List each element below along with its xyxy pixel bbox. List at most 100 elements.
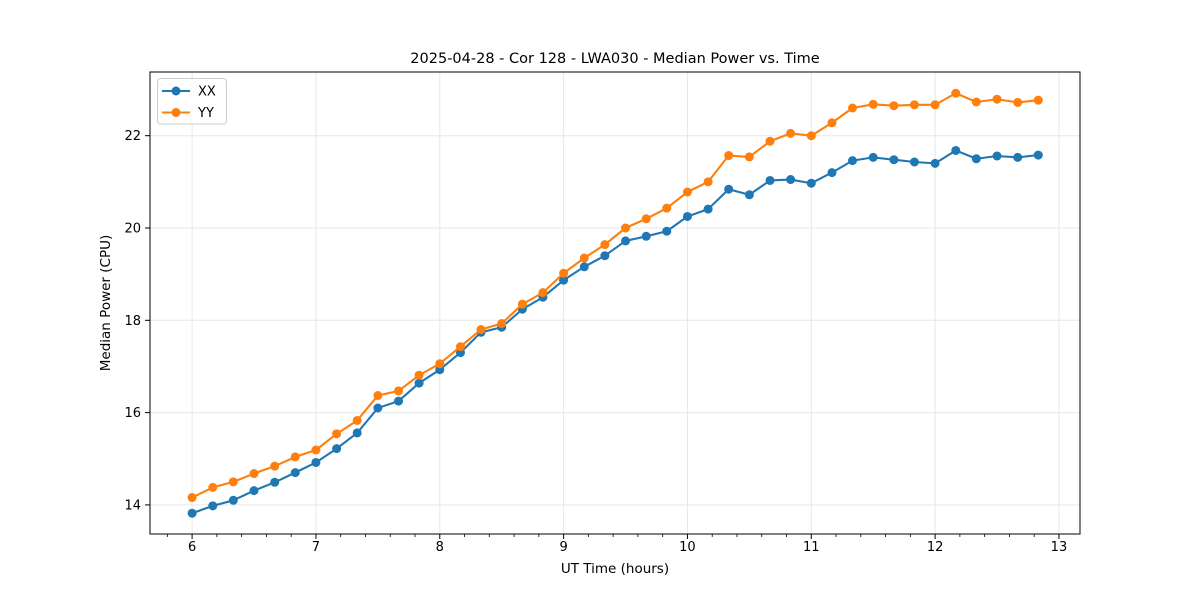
data-point[interactable] [373, 391, 383, 401]
data-point[interactable] [311, 457, 321, 467]
data-point[interactable] [579, 262, 589, 272]
data-point[interactable] [744, 152, 754, 162]
data-point[interactable] [786, 175, 796, 185]
legend-label: YY [197, 106, 214, 121]
data-point[interactable] [992, 151, 1002, 161]
axis-ticks [145, 135, 1060, 539]
data-point[interactable] [455, 342, 465, 352]
data-point[interactable] [394, 396, 404, 406]
data-point[interactable] [249, 469, 259, 479]
data-series [187, 88, 1043, 518]
data-point[interactable] [682, 187, 692, 197]
x-tick-label: 9 [559, 540, 567, 555]
data-point[interactable] [208, 482, 218, 492]
data-point[interactable] [868, 99, 878, 109]
data-point[interactable] [476, 325, 486, 335]
data-point[interactable] [786, 128, 796, 138]
data-point[interactable] [228, 495, 238, 505]
data-point[interactable] [951, 88, 961, 98]
legend[interactable]: XX YY [157, 78, 227, 125]
data-point[interactable] [332, 429, 342, 439]
data-point[interactable] [600, 240, 610, 250]
data-point[interactable] [703, 177, 713, 187]
x-axis-label: UT Time (hours) [561, 561, 669, 577]
data-point[interactable] [971, 154, 981, 164]
data-point[interactable] [909, 100, 919, 110]
data-point[interactable] [703, 204, 713, 214]
plot-area [150, 72, 1080, 534]
axes-frame [149, 71, 1081, 535]
data-point[interactable] [662, 226, 672, 236]
data-point[interactable] [414, 378, 424, 388]
data-point[interactable] [394, 386, 404, 396]
data-point[interactable] [290, 468, 300, 478]
data-point[interactable] [806, 131, 816, 141]
data-point[interactable] [352, 415, 362, 425]
data-point[interactable] [1013, 97, 1023, 107]
data-point[interactable] [559, 268, 569, 278]
data-point[interactable] [806, 178, 816, 188]
data-point[interactable] [332, 444, 342, 454]
data-point[interactable] [889, 155, 899, 165]
data-point[interactable] [971, 97, 981, 107]
data-point[interactable] [373, 403, 383, 413]
gridlines [150, 72, 1080, 534]
x-tick-label: 11 [803, 540, 820, 555]
data-point[interactable] [517, 299, 527, 309]
data-point[interactable] [641, 231, 651, 241]
data-point[interactable] [744, 190, 754, 200]
y-tick-label: 16 [124, 406, 141, 421]
data-point[interactable] [270, 461, 280, 471]
x-tick-label: 8 [436, 540, 444, 555]
data-point[interactable] [662, 203, 672, 213]
data-point[interactable] [352, 428, 362, 438]
data-point[interactable] [827, 118, 837, 128]
data-point[interactable] [621, 223, 631, 233]
data-point[interactable] [1033, 150, 1043, 160]
data-point[interactable] [311, 445, 321, 455]
data-point[interactable] [930, 100, 940, 110]
data-point[interactable] [290, 452, 300, 462]
data-point[interactable] [724, 184, 734, 194]
data-point[interactable] [579, 253, 589, 263]
data-point[interactable] [992, 94, 1002, 104]
data-point[interactable] [827, 168, 837, 178]
data-point[interactable] [848, 103, 858, 113]
data-point[interactable] [249, 486, 259, 496]
legend-entry-xx[interactable]: XX [162, 85, 216, 100]
data-point[interactable] [909, 157, 919, 167]
data-point[interactable] [765, 136, 775, 146]
data-point[interactable] [228, 477, 238, 487]
data-point[interactable] [621, 236, 631, 246]
data-point[interactable] [641, 214, 651, 224]
data-point[interactable] [724, 151, 734, 161]
x-tick-label: 10 [679, 540, 696, 555]
data-point[interactable] [435, 359, 445, 369]
data-point[interactable] [868, 152, 878, 162]
data-point[interactable] [930, 158, 940, 168]
data-point[interactable] [682, 211, 692, 221]
legend-marker [171, 108, 181, 117]
x-tick-label: 7 [312, 540, 320, 555]
data-point[interactable] [1013, 152, 1023, 162]
data-point[interactable] [270, 477, 280, 487]
data-point[interactable] [208, 501, 218, 511]
data-point[interactable] [187, 493, 197, 503]
data-point[interactable] [600, 251, 610, 261]
data-point[interactable] [1033, 95, 1043, 105]
data-point[interactable] [765, 175, 775, 185]
data-point[interactable] [187, 508, 197, 518]
y-axis-label: Median Power (CPU) [98, 235, 114, 371]
data-point[interactable] [538, 288, 548, 298]
series-yy [187, 88, 1043, 503]
data-point[interactable] [559, 275, 569, 285]
legend-entry-yy[interactable]: YY [162, 106, 214, 121]
legend-box[interactable] [157, 78, 227, 125]
data-point[interactable] [889, 101, 899, 111]
data-point[interactable] [848, 156, 858, 166]
data-point[interactable] [414, 370, 424, 380]
data-point[interactable] [951, 145, 961, 155]
data-point[interactable] [497, 319, 507, 329]
legend-marker [171, 86, 181, 96]
